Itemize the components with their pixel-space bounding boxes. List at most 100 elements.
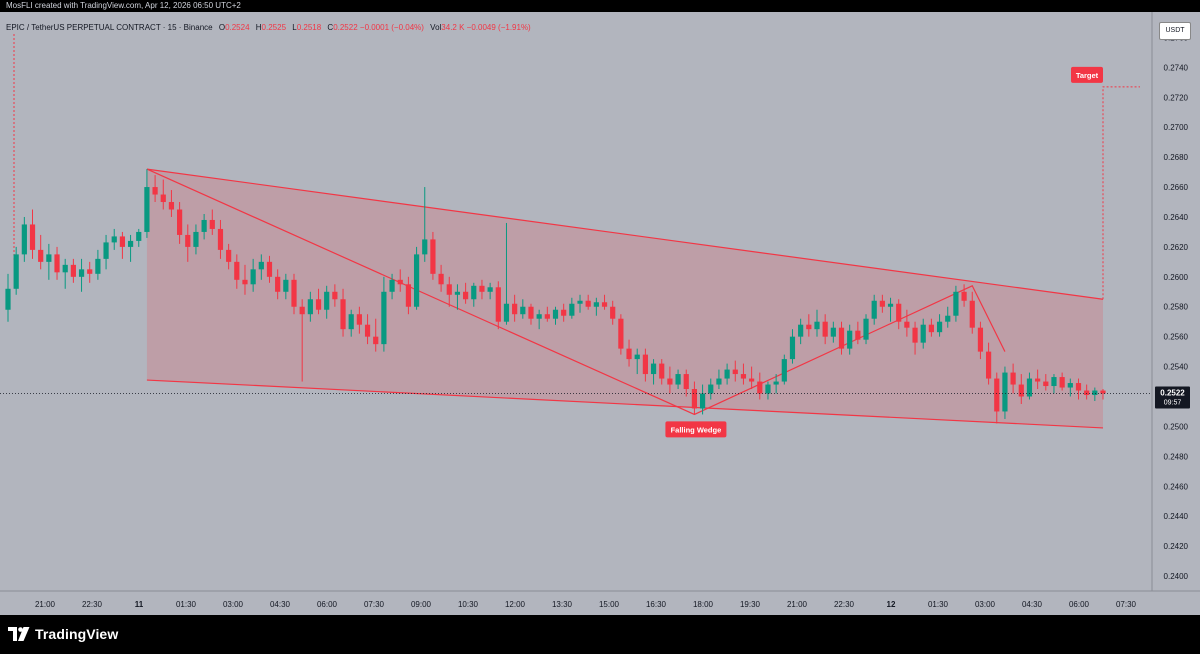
candle-body (634, 354, 640, 360)
candle-body (324, 291, 330, 310)
candle-body (650, 363, 657, 375)
candle-body (994, 378, 1000, 412)
low-label: L (292, 23, 297, 32)
target-label-box[interactable] (1071, 66, 1103, 83)
candle-body (283, 279, 289, 292)
candle-body (577, 300, 583, 304)
candle-body (1035, 378, 1041, 382)
candle-body (144, 187, 150, 232)
candlestick-chart[interactable]: 0.2400 0.2420 0.2440 0.2460 0.2480 0.2500 0.25… (0, 12, 1200, 615)
time-tick-label: 04:30 (270, 600, 291, 609)
candle-body (847, 330, 853, 349)
candle-body (822, 321, 828, 337)
price-tick-label: 0.2480 (1164, 452, 1189, 461)
candle-body (340, 299, 346, 330)
candle-body (724, 369, 730, 379)
candle-body (226, 249, 232, 262)
wedge-upper-trendline[interactable] (146, 168, 1104, 300)
falling-wedge-label-box[interactable] (665, 421, 727, 438)
candle-body (87, 269, 93, 274)
candle-body (95, 258, 101, 274)
candle-body (405, 284, 412, 307)
currency-button[interactable]: USDT (1159, 22, 1191, 40)
candle-body (871, 300, 877, 319)
open-label: O (218, 23, 226, 32)
time-tick-label: 22:30 (834, 600, 855, 609)
wedge-zigzag-path[interactable] (146, 168, 1006, 416)
price-tick-label: 0.2460 (1164, 482, 1189, 491)
tradingview-logo: TradingView (8, 626, 118, 642)
candle-body (1075, 383, 1082, 391)
candle-body (242, 279, 248, 285)
candle-body (936, 321, 943, 333)
candle-body (356, 314, 362, 325)
candle-body (381, 291, 387, 345)
candle-body (749, 378, 755, 382)
time-tick-label: 03:00 (223, 600, 244, 609)
candle-body (152, 187, 158, 195)
candle-body (1018, 384, 1024, 397)
candle-body (904, 321, 910, 328)
candle-body (160, 194, 166, 203)
candle-body (708, 384, 714, 394)
time-tick-label: 15:00 (599, 600, 620, 609)
price-tick-label: 0.2660 (1164, 183, 1189, 192)
candle-body (732, 369, 738, 375)
candle-body (446, 284, 452, 295)
volume-label: Vol (430, 23, 442, 32)
candle-body (454, 291, 461, 295)
candle-body (887, 303, 894, 307)
candle-body (168, 202, 175, 210)
price-tick-label: 0.2700 (1164, 123, 1189, 132)
candle-body (781, 359, 787, 382)
candle-body (863, 318, 869, 340)
candle-body (389, 279, 395, 292)
time-tick-label: 18:00 (693, 600, 714, 609)
wedge-lower-trendline[interactable] (146, 379, 1104, 429)
candle-body (773, 381, 779, 385)
price-tick-label: 0.2540 (1164, 363, 1189, 372)
candle-body (757, 381, 763, 394)
candle-body (642, 354, 648, 375)
candle-body (789, 336, 796, 360)
candle-body (626, 348, 632, 360)
candle-body (275, 276, 281, 292)
candle-body (373, 336, 379, 345)
candle-body (136, 231, 142, 241)
candle-body (601, 302, 608, 307)
candle-body (1002, 372, 1008, 412)
candle-body (479, 285, 485, 292)
candle-body (1026, 378, 1033, 397)
candle-body (70, 264, 76, 277)
candle-body (691, 389, 698, 409)
candle-body (1043, 381, 1049, 387)
target-projection-line[interactable] (1102, 86, 1140, 300)
candle-body (765, 384, 771, 394)
candle-body (977, 327, 984, 352)
candle-body (29, 224, 36, 250)
volume-value: 34.2 K (441, 23, 465, 32)
high-label: H (255, 23, 262, 32)
price-axis-panel[interactable] (1152, 12, 1200, 615)
candle-body (209, 219, 215, 229)
price-tick-label: 0.2600 (1164, 273, 1189, 282)
close-value: 0.2522 (333, 23, 358, 32)
candle-body (119, 236, 126, 247)
candle-body (969, 300, 975, 328)
candle-body (315, 299, 322, 310)
candle-body (364, 324, 371, 337)
candle-body (798, 324, 804, 337)
time-tick-label: 16:30 (646, 600, 667, 609)
symbol-title[interactable]: EPIC / TetherUS PERPETUAL CONTRACT · 15 … (6, 23, 213, 32)
candle-body (659, 363, 665, 379)
symbol-legend: EPIC / TetherUS PERPETUAL CONTRACT · 15 … (6, 23, 531, 33)
candle-body (503, 303, 510, 322)
falling-wedge-area (146, 169, 1103, 428)
chart-pane[interactable]: 0.2400 0.2420 0.2440 0.2460 0.2480 0.2500 0.25… (0, 12, 1200, 615)
candle-body (855, 330, 861, 340)
price-tick-label: 0.2440 (1164, 512, 1189, 521)
candle-body (1010, 372, 1016, 385)
candle-body (258, 261, 264, 270)
candle-body (667, 378, 673, 385)
candle-body (103, 242, 109, 259)
